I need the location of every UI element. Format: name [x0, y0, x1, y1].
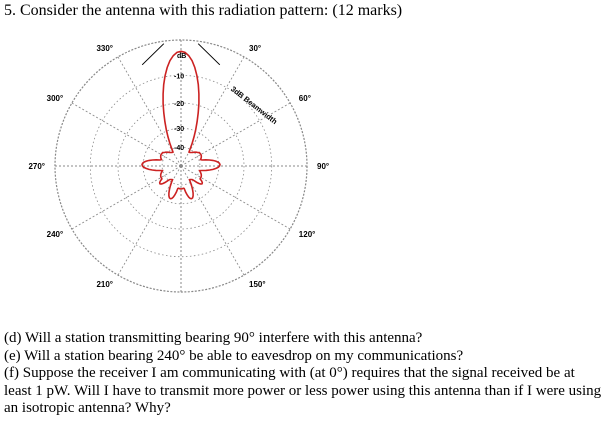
angle-label: 210°: [96, 280, 113, 289]
polar-spoke: [71, 102, 182, 167]
beamwidth-marker-right: [197, 43, 221, 66]
angle-label: 30°: [249, 44, 261, 53]
angle-label: 330°: [96, 44, 113, 53]
polar-spoke: [71, 165, 182, 230]
db-level-label: -40: [174, 145, 184, 152]
polar-plot: 30° 60° 90° 120° 150° 210° 240° 270° 300° 330° dB…: [28, 39, 329, 293]
angle-label: 90°: [317, 162, 329, 171]
polar-spoke: [180, 56, 245, 167]
part-e: (e) Will a station bearing 240° be able …: [4, 347, 464, 364]
polar-spoke: [180, 165, 291, 230]
part-d: (d) Will a station transmitting bearing …: [4, 330, 423, 346]
polar-ring: [89, 74, 273, 258]
db-level-label: -30: [174, 126, 184, 133]
angle-label: 300°: [47, 94, 64, 103]
db-unit-label: dB: [177, 53, 186, 60]
angle-label: 60°: [299, 94, 311, 103]
angle-label: 270°: [28, 162, 45, 171]
part-f: (f) Suppose the receiver I am communicat…: [4, 365, 602, 416]
beamwidth-marker-left: [141, 43, 165, 66]
angle-label: 240°: [47, 230, 64, 239]
polar-ring: [161, 146, 201, 186]
polar-ring: [117, 102, 245, 230]
polar-spoke: [117, 56, 182, 167]
polar-spoke: [180, 102, 291, 167]
beamwidth-label: 3dB Beamwidth: [229, 84, 279, 126]
angle-labels: 30° 60° 90° 120° 150° 210° 240° 270° 300° 330°: [28, 44, 329, 289]
radiation-pattern-curve: [141, 50, 221, 200]
angle-label: 150°: [249, 280, 266, 289]
angle-label: 120°: [299, 230, 316, 239]
db-level-label: -10: [174, 73, 184, 80]
question-title: 5. Consider the antenna with this radiat…: [4, 2, 403, 19]
db-labels: dB -10 -20 -30 -40: [174, 53, 186, 152]
radiation-pattern-diagram: 30° 60° 90° 120° 150° 210° 240° 270° 300° 330° dB…: [0, 30, 340, 315]
db-level-label: -20: [174, 101, 184, 108]
question-parts: (d) Will a station transmitting bearing …: [4, 330, 604, 418]
